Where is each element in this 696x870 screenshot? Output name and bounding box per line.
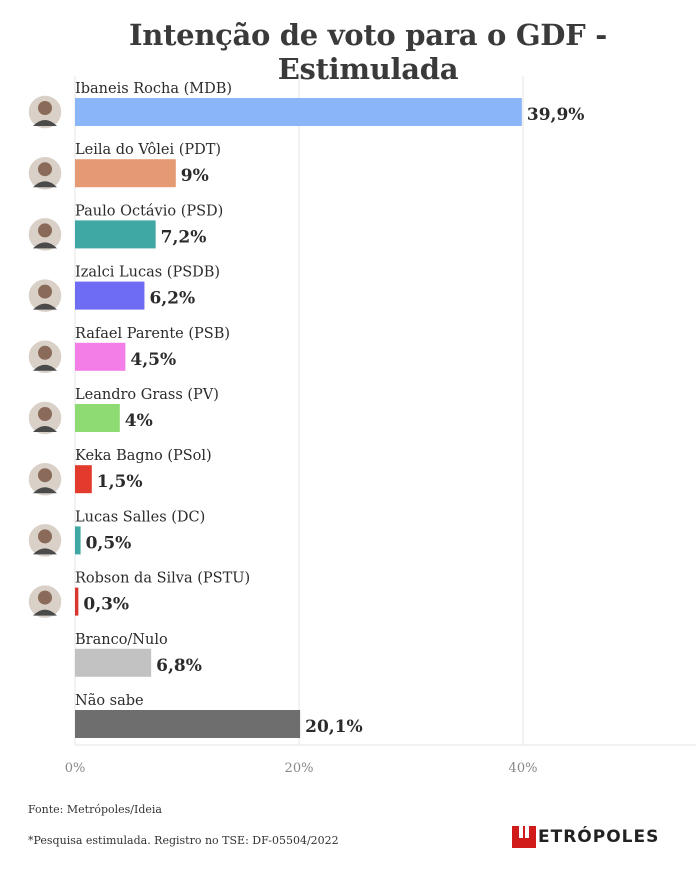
logo-text: ETRÓPOLES [538,827,660,847]
candidate-photo-head-icon [38,468,52,483]
bar-category-label: Keka Bagno (PSol) [75,448,212,464]
bar-category-label: Não sabe [75,693,144,709]
candidate-photo-body-icon [33,181,57,188]
bar-category-label: Paulo Octávio (PSD) [75,203,223,219]
bar-value-label: 39,9% [527,105,585,125]
bar [75,404,120,432]
candidate-photo-body-icon [33,487,57,494]
x-tick-label: 40% [509,761,538,776]
bar-category-label: Lucas Salles (DC) [75,509,205,525]
footnote: *Pesquisa estimulada. Registro no TSE: D… [28,834,339,847]
bar-value-label: 4% [125,411,153,431]
candidate-photo-head-icon [38,162,52,177]
candidate-photo-head-icon [38,407,52,421]
candidate-photo-head-icon [38,101,52,115]
bar-value-label: 6,8% [156,656,202,676]
bar [75,648,152,677]
candidate-photo-head-icon [38,529,52,544]
bar [75,465,92,494]
candidate-photo-body-icon [33,303,57,310]
candidate-photo-head-icon [38,590,52,605]
candidate-photo-head-icon [38,223,52,238]
bar [75,220,156,249]
bar [75,526,81,555]
metropoles-logo: ETRÓPOLES [512,826,659,848]
bar-value-label: 0,5% [86,533,132,553]
candidate-photo-head-icon [38,345,52,360]
bar-category-label: Rafael Parente (PSB) [75,326,230,342]
x-tick-label: 20% [285,761,314,776]
source-note: Fonte: Metrópoles/Ideia [28,803,162,816]
bar-value-label: 6,2% [149,289,195,309]
bar-category-label: Leandro Grass (PV) [75,387,219,403]
bar [75,342,126,371]
bar-value-label: 7,2% [161,227,207,247]
bar-value-label: 9% [181,166,209,186]
bar [75,710,301,738]
candidate-photo-head-icon [38,284,52,299]
candidate-photo-body-icon [33,242,57,249]
candidate-photo-body-icon [33,364,57,371]
bar-value-label: 20,1% [305,717,363,737]
bar [75,587,79,616]
bar [75,159,176,188]
bar [75,281,145,310]
candidate-photo-body-icon [33,426,57,432]
chart-title: Intenção de voto para o GDF - Estimulada [129,18,607,86]
bar-category-label: Izalci Lucas (PSDB) [75,265,220,281]
x-tick-label: 0% [65,761,86,776]
bar-category-label: Robson da Silva (PSTU) [75,571,250,587]
logo-m-mark [512,826,536,848]
candidate-photo-body-icon [33,548,57,555]
bar-category-label: Leila do Vôlei (PDT) [75,142,221,158]
bar [75,98,522,126]
candidate-photo-body-icon [33,609,57,616]
bar-category-label: Branco/Nulo [75,632,168,648]
bar-category-label: Ibaneis Rocha (MDB) [75,81,232,97]
bar-value-label: 4,5% [130,350,176,370]
candidate-photo-body-icon [33,120,57,126]
bar-value-label: 0,3% [83,595,129,615]
bar-value-label: 1,5% [97,472,143,492]
